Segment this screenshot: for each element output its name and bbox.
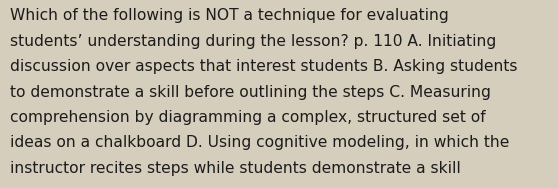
- Text: ideas on a chalkboard D. Using cognitive modeling, in which the: ideas on a chalkboard D. Using cognitive…: [10, 135, 509, 150]
- Text: to demonstrate a skill before outlining the steps C. Measuring: to demonstrate a skill before outlining …: [10, 85, 491, 100]
- Text: instructor recites steps while students demonstrate a skill: instructor recites steps while students …: [10, 161, 461, 176]
- Text: comprehension by diagramming a complex, structured set of: comprehension by diagramming a complex, …: [10, 110, 486, 125]
- Text: Which of the following is NOT a technique for evaluating: Which of the following is NOT a techniqu…: [10, 8, 449, 24]
- Text: students’ understanding during the lesson? p. 110 A. Initiating: students’ understanding during the lesso…: [10, 34, 496, 49]
- Text: discussion over aspects that interest students B. Asking students: discussion over aspects that interest st…: [10, 59, 517, 74]
